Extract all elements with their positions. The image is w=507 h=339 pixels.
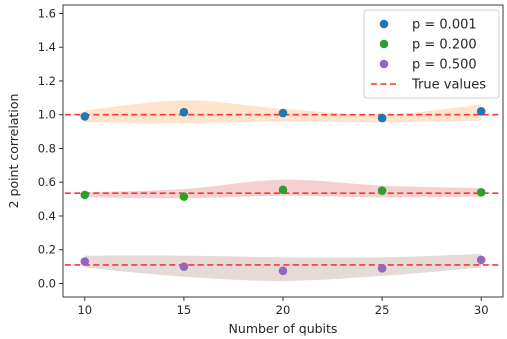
x-tick-label: 25	[375, 303, 390, 317]
y-tick-label: 0.4	[38, 209, 56, 223]
legend-label-true-values: True values	[411, 78, 486, 93]
x-axis-label: Number of qubits	[229, 321, 338, 336]
legend-box	[363, 9, 500, 99]
legend-label-1: p = 0.001	[412, 18, 477, 33]
data-point-1-3	[278, 108, 288, 118]
y-tick-label: 0.0	[38, 276, 56, 290]
y-tick-label: 0.2	[38, 243, 56, 257]
data-point-1-2	[179, 107, 189, 117]
legend-label-2: p = 0.200	[412, 38, 477, 53]
data-point-3-1	[80, 257, 90, 266]
true-value-lines	[64, 113, 502, 266]
legend-marker-2	[379, 39, 389, 49]
y-tick-label: 1.2	[38, 74, 56, 88]
y-tick-label: 1.4	[38, 40, 56, 54]
data-point-3-4	[377, 264, 387, 273]
data-point-3-5	[476, 255, 486, 265]
legend-label-3: p = 0.500	[412, 58, 477, 73]
y-tick-label: 1.6	[38, 6, 56, 20]
data-point-3-2	[179, 262, 189, 271]
y-axis-label: 2 point correlation	[6, 94, 21, 209]
data-point-1-5	[476, 107, 486, 116]
y-axis-ticks: 0.0 0.2 0.4 0.6 0.8 1.0 1.2 1.4 1.6	[38, 6, 63, 290]
data-point-2-2	[179, 192, 189, 201]
data-point-2-4	[377, 186, 387, 195]
x-tick-label: 10	[77, 303, 92, 317]
y-tick-label: 0.8	[38, 141, 56, 155]
data-point-2-3	[278, 185, 288, 195]
data-point-2-1	[80, 190, 90, 200]
data-points	[80, 107, 486, 276]
y-tick-label: 0.6	[38, 175, 56, 189]
data-point-1-4	[377, 113, 387, 123]
y-tick-label: 1.0	[38, 108, 56, 122]
legend: p = 0.001 p = 0.200 p = 0.500 True values	[363, 9, 500, 99]
x-tick-label: 20	[276, 303, 291, 317]
data-point-1-1	[80, 112, 90, 121]
legend-marker-3	[379, 59, 389, 69]
x-tick-label: 30	[474, 303, 489, 317]
x-tick-label: 15	[177, 303, 192, 317]
data-point-2-5	[476, 188, 486, 197]
legend-marker-1	[379, 19, 389, 29]
x-axis-ticks: 10 15 20 25 30	[77, 297, 489, 317]
data-point-3-3	[278, 266, 288, 276]
